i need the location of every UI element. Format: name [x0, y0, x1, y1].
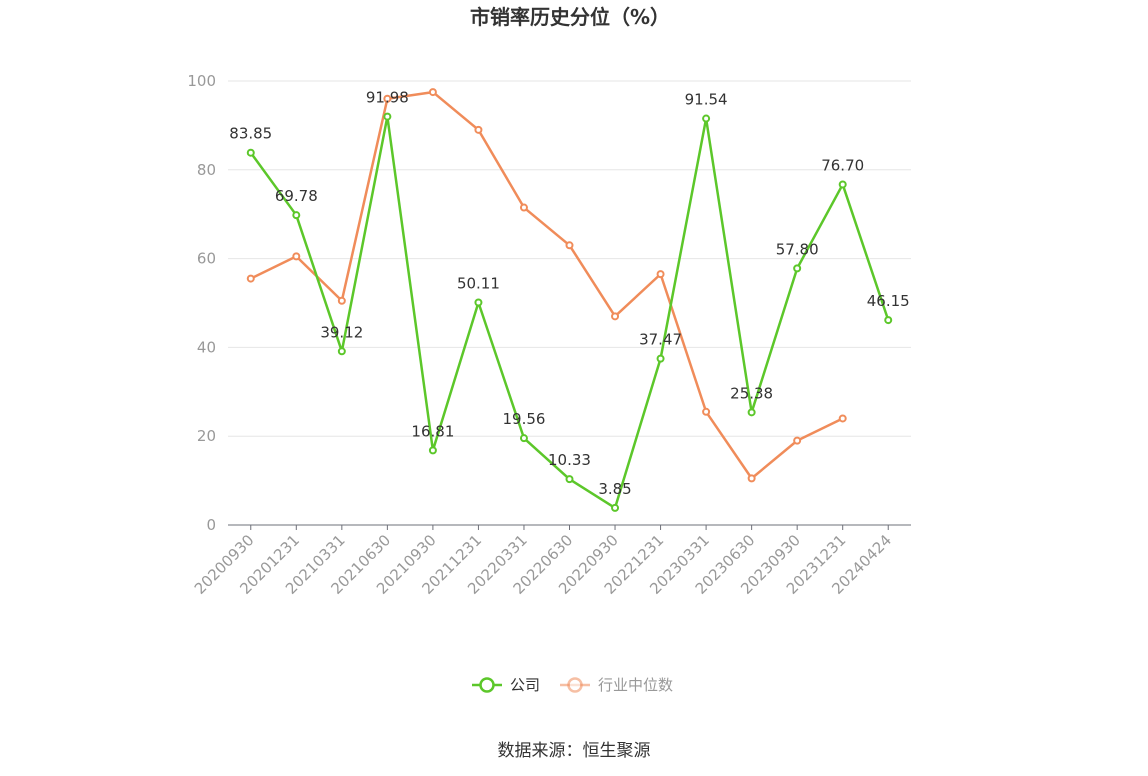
data-label-20220630: 10.33 — [548, 451, 591, 469]
point-0-20211231 — [474, 298, 483, 307]
point-1-20210930 — [428, 88, 437, 97]
point-0-20210930 — [428, 446, 437, 455]
point-1-20210331 — [337, 296, 346, 305]
point-0-20210331 — [337, 347, 346, 356]
data-label-20230331: 91.54 — [685, 91, 728, 109]
data-label-20210331: 39.12 — [320, 323, 363, 341]
grid — [228, 80, 911, 437]
point-0-20220930 — [611, 503, 620, 512]
point-0-20230630 — [747, 408, 756, 417]
y-tick-label-40: 40 — [197, 338, 216, 356]
point-1-20221231 — [656, 270, 665, 279]
data-labels: 83.85 69.78 39.12 91.98 16.81 50.11 19.56 10.33… — [229, 89, 909, 498]
data-label-20231231: 76.70 — [821, 156, 864, 174]
point-1-20230331 — [702, 407, 711, 416]
point-1-20211231 — [474, 125, 483, 134]
data-label-20240424: 46.15 — [867, 292, 910, 310]
y-tick-label-80: 80 — [197, 161, 216, 179]
y-tick-label-20: 20 — [197, 427, 216, 445]
legend-marker-1 — [567, 677, 583, 693]
y-axis: 0 20 40 60 80 100 — [187, 72, 216, 534]
y-tick-label-60: 60 — [197, 250, 216, 268]
chart-title: 市销率历史分位（%） — [470, 5, 670, 29]
legend-item-0[interactable]: 公司 — [472, 676, 540, 694]
data-label-20220930: 3.85 — [598, 480, 631, 498]
data-label-20230930: 57.80 — [776, 240, 819, 258]
data-label-20210930: 16.81 — [411, 422, 454, 440]
y-tick-label-100: 100 — [187, 72, 216, 90]
legend-label-1: 行业中位数 — [598, 676, 673, 694]
point-0-20230331 — [702, 114, 711, 123]
x-axis: 2020093020201231202103312021063020210930… — [191, 524, 911, 598]
legend[interactable]: 公司 行业中位数 — [472, 676, 673, 694]
point-1-20220331 — [519, 203, 528, 212]
point-0-20201231 — [292, 211, 301, 220]
point-0-20221231 — [656, 354, 665, 363]
point-0-20230930 — [793, 264, 802, 273]
point-1-20220630 — [565, 241, 574, 250]
source-note: 数据来源：恒生聚源 — [498, 741, 651, 761]
point-1-20210630 — [383, 94, 392, 103]
data-label-20230630: 25.38 — [730, 384, 773, 402]
series-line-1 — [250, 90, 844, 480]
point-0-20200930 — [246, 148, 255, 157]
legend-marker-0 — [479, 677, 495, 693]
data-label-20201231: 69.78 — [275, 187, 318, 205]
legend-label-0: 公司 — [510, 676, 540, 694]
point-1-20230930 — [793, 436, 802, 445]
point-1-20231231 — [838, 414, 847, 423]
point-1-20230630 — [747, 474, 756, 483]
point-0-20240424 — [884, 316, 893, 325]
legend-item-1[interactable]: 行业中位数 — [560, 676, 673, 694]
point-1-20201231 — [292, 252, 301, 261]
point-0-20210630 — [383, 112, 392, 121]
y-tick-label-0: 0 — [206, 516, 216, 534]
point-0-20220630 — [565, 475, 574, 484]
point-0-20231231 — [838, 180, 847, 189]
series-line-0 — [249, 115, 890, 510]
point-1-20200930 — [246, 274, 255, 283]
data-label-20211231: 50.11 — [457, 275, 500, 293]
data-label-20221231: 37.47 — [639, 331, 682, 349]
series-layer — [246, 88, 893, 512]
data-label-20210630: 91.98 — [366, 89, 409, 107]
point-0-20220331 — [519, 434, 528, 443]
point-1-20220930 — [611, 312, 620, 321]
data-label-20200930: 83.85 — [229, 125, 272, 143]
data-label-20220331: 19.56 — [502, 410, 545, 428]
